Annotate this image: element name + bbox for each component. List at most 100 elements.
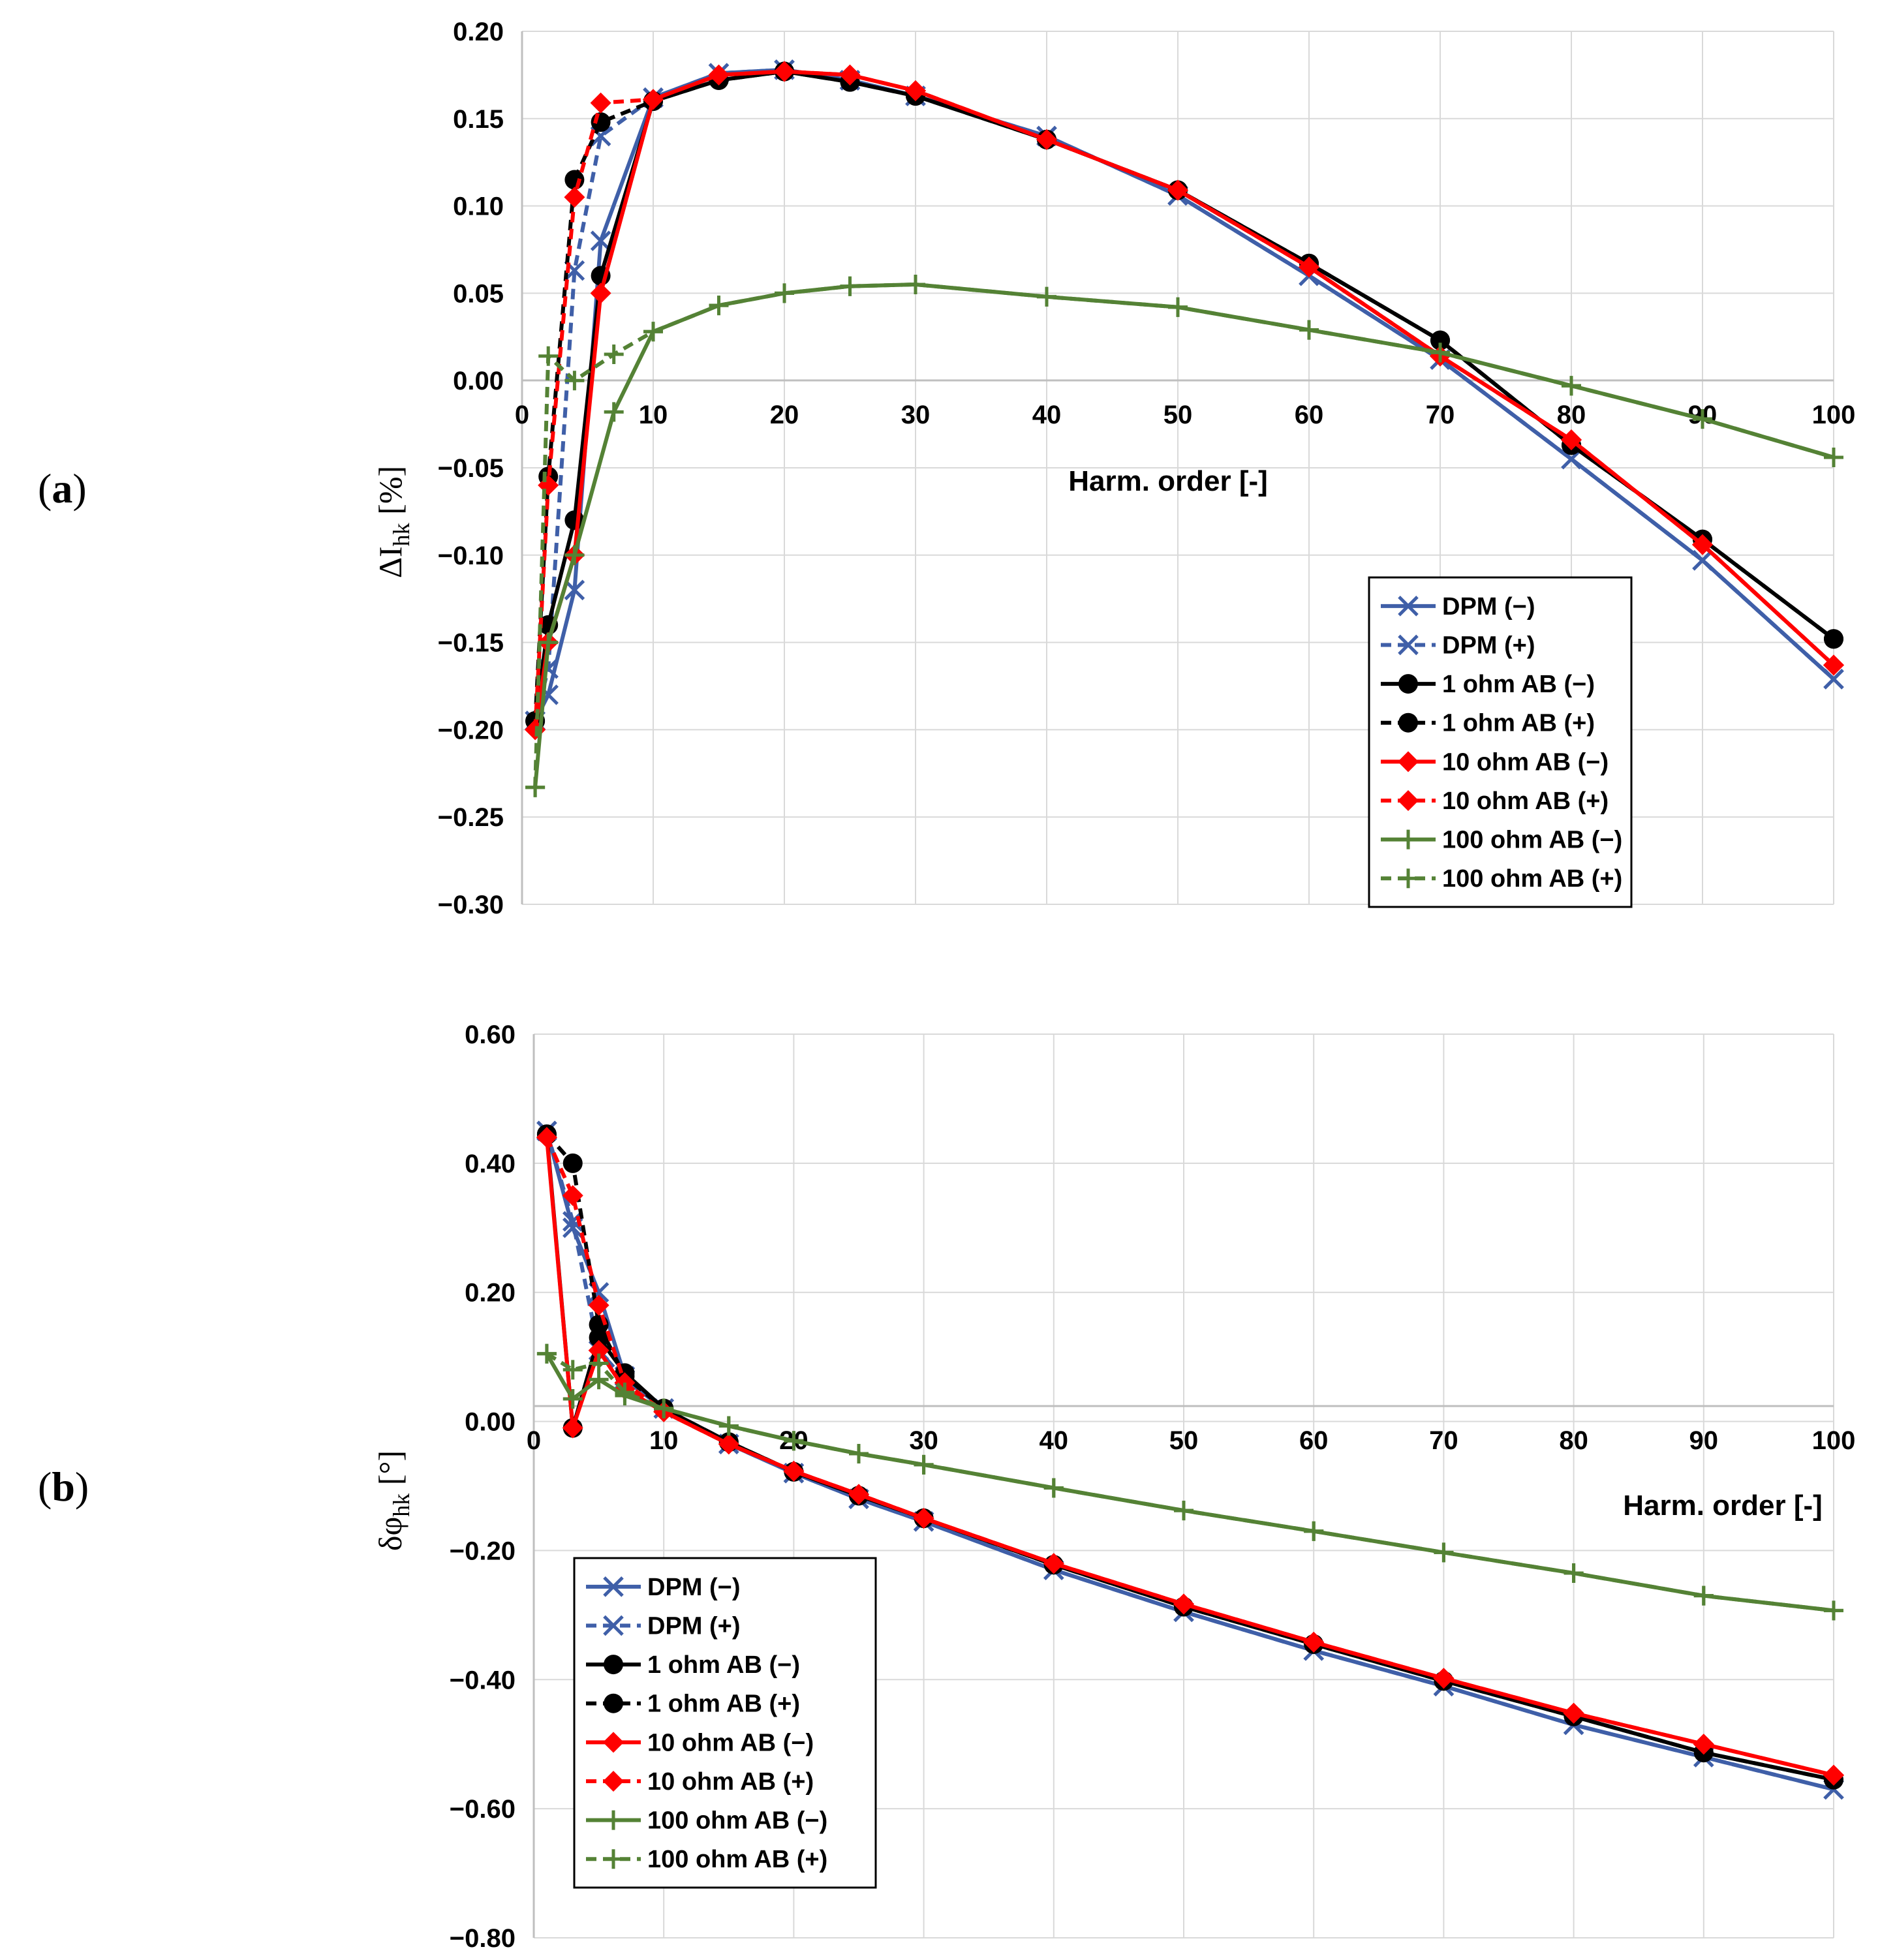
legend-label: 100 ohm AB (−)	[647, 1807, 827, 1835]
data-point	[590, 283, 611, 304]
data-point	[590, 125, 611, 147]
legend-marker	[1398, 868, 1418, 889]
legend-item: 10 ohm AB (+)	[1381, 788, 1609, 815]
data-point	[589, 1353, 609, 1373]
y-tick-label: −0.60	[450, 1795, 516, 1824]
data-point	[1693, 409, 1712, 429]
y-tick-label: 0.05	[453, 279, 504, 308]
legend-marker	[603, 1615, 624, 1636]
legend-item: DPM (+)	[1381, 632, 1535, 659]
legend-label: 100 ohm AB (+)	[647, 1846, 827, 1873]
data-point	[525, 777, 546, 797]
y-tick-label: −0.25	[438, 803, 504, 832]
legend-marker	[604, 1849, 623, 1869]
data-point	[709, 296, 729, 316]
data-point	[914, 1454, 934, 1475]
y-tick-label: −0.15	[438, 629, 504, 658]
data-point	[604, 345, 624, 365]
legend-label: 1 ohm AB (+)	[1442, 710, 1595, 737]
legend-item: 1 ohm AB (−)	[1381, 671, 1595, 698]
x-tick-label: 40	[1032, 401, 1062, 429]
legend-label: 10 ohm AB (−)	[647, 1729, 814, 1756]
x-tick-label: 0	[515, 401, 529, 429]
series-100-ohm-ab-plus	[536, 1343, 1843, 1621]
data-point	[1561, 448, 1582, 470]
legend-marker	[1398, 674, 1418, 694]
legend-label: DPM (−)	[1442, 593, 1535, 620]
x-tick-label: 50	[1163, 401, 1193, 429]
data-point	[1167, 179, 1188, 201]
data-point	[1036, 129, 1057, 150]
legend-marker	[603, 1732, 624, 1753]
legend-marker	[1398, 751, 1419, 773]
y-tick-label: 0.20	[453, 18, 504, 46]
data-point	[1037, 286, 1056, 307]
legend-label: 1 ohm AB (−)	[647, 1651, 800, 1679]
series-dpm-minus	[525, 59, 1844, 731]
data-point	[562, 1388, 583, 1409]
y-tick-label: −0.80	[450, 1924, 516, 1953]
y-tick-label: 0.10	[453, 192, 504, 221]
x-tick-label: 100	[1812, 1426, 1856, 1455]
series-line	[545, 1130, 1834, 1792]
y-tick-label: −0.05	[438, 454, 504, 483]
data-point	[839, 64, 861, 85]
y-tick-label: 0.60	[465, 1020, 516, 1049]
data-point	[840, 276, 860, 296]
data-point	[1433, 1668, 1455, 1689]
chart-b: 0.600.400.200.00−0.20−0.40−0.60−0.800 10 2…	[38, 1020, 1855, 1953]
series-dpm-plus	[525, 59, 1844, 731]
plot-area	[536, 1120, 1844, 1800]
y-tick-label: 0.00	[465, 1408, 516, 1437]
series-line	[544, 1137, 1834, 1777]
data-point	[564, 545, 585, 565]
legend-box	[1368, 576, 1633, 908]
series-line	[545, 1353, 1834, 1613]
x-tick-label: 40	[1040, 1426, 1069, 1455]
data-point	[848, 1484, 869, 1505]
data-point	[1692, 550, 1713, 571]
legend-label: 10 ohm AB (+)	[1442, 788, 1609, 815]
legend-marker	[604, 1655, 623, 1675]
data-point	[654, 1398, 674, 1418]
data-point	[588, 1340, 609, 1361]
data-point	[1563, 1702, 1584, 1724]
data-point	[913, 1507, 934, 1529]
data-point	[562, 1185, 583, 1206]
data-point	[783, 1460, 805, 1482]
legend-marker	[603, 1576, 624, 1597]
data-point	[1168, 297, 1188, 317]
series-line	[533, 69, 1835, 722]
data-point	[643, 89, 664, 110]
x-tick-label: 30	[909, 1426, 938, 1455]
series-line	[533, 69, 1835, 722]
data-point	[906, 275, 925, 295]
data-point	[905, 80, 926, 101]
y-tick-label: −0.20	[450, 1537, 516, 1565]
y-tick-label: −0.40	[450, 1666, 516, 1694]
y-tick-label: −0.30	[438, 891, 504, 919]
legend-label: DPM (+)	[647, 1612, 741, 1640]
x-tick-label: 20	[770, 401, 799, 429]
series-line	[546, 1352, 1834, 1613]
data-point	[1299, 256, 1319, 278]
data-point	[564, 187, 585, 208]
data-point	[538, 346, 559, 366]
x-tick-label: 50	[1169, 1426, 1199, 1455]
data-point	[536, 1127, 557, 1148]
data-point	[1434, 1542, 1454, 1563]
legend-marker	[1398, 634, 1419, 656]
plot-area	[525, 59, 1844, 797]
y-axis-title: δφhk [°]	[372, 1450, 414, 1551]
panel-label: (b)	[38, 1463, 89, 1510]
legend-item: DPM (+)	[586, 1612, 741, 1640]
series-line	[533, 283, 1834, 788]
legend-label: 10 ohm AB (+)	[647, 1768, 814, 1796]
x-tick-label: 70	[1426, 401, 1455, 429]
series-100-ohm-ab-plus	[525, 275, 1843, 797]
data-point	[604, 402, 624, 422]
data-point	[1564, 1563, 1584, 1584]
y-axis-title: ΔIhk [%]	[372, 466, 414, 578]
legend-label: 100 ohm AB (−)	[1442, 827, 1622, 854]
data-point	[718, 1416, 739, 1436]
